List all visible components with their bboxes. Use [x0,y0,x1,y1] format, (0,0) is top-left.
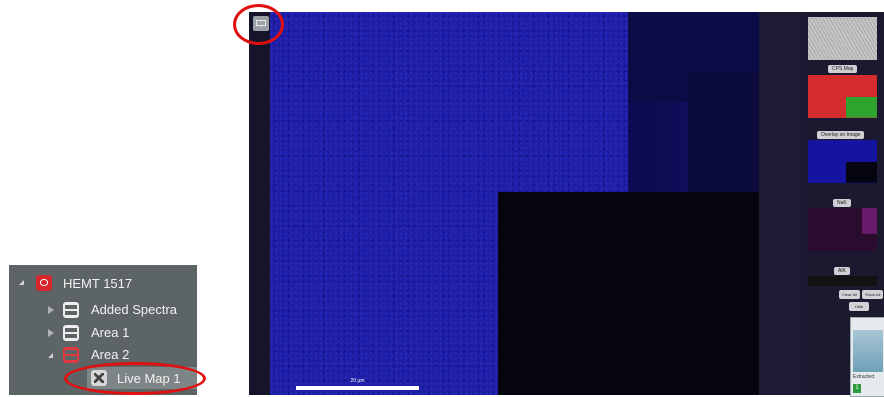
thumbnail-label: Overlay on Image [817,131,865,139]
mini-preview-panel[interactable]: Extracted 1 [850,317,884,397]
scale-bar-label: 20 µm [350,378,365,384]
annotation-highlight-oval [233,4,284,45]
info-badge[interactable]: 1 [853,384,861,393]
spectra-icon [63,302,79,318]
thumbnail-alk[interactable] [808,208,877,251]
element-map-image[interactable]: 20 µm [270,12,759,395]
thumbnail-label: NaK [833,199,851,207]
expand-arrow-icon[interactable] [48,353,53,358]
thumbnail-cps-map[interactable] [808,75,877,118]
collapse-arrow-icon[interactable] [48,306,54,314]
thumbnail-label: CPS Map [828,65,858,73]
map-region [688,72,759,192]
tree-item-area-1[interactable]: Area 1 [91,325,130,340]
mini-preview-image [853,330,883,372]
expand-arrow-icon[interactable] [19,280,24,285]
show-all-button[interactable]: Show All [862,290,884,299]
thumbnail-nak[interactable] [808,140,877,183]
hide-button[interactable]: Hide [849,302,870,311]
scale-bar [296,386,419,390]
collapse-arrow-icon[interactable] [48,329,54,337]
tree-item-area-2[interactable]: Area 2 [91,347,130,362]
thumbnail-label: AlK [834,267,850,275]
viewer-side-strip [759,12,806,395]
map-region [498,192,759,395]
clear-all-button[interactable]: Clear All [839,290,860,299]
map-thumbnail-panel: CPS Map Overlay on Image NaK AlK Clear A… [806,12,884,395]
tree-item-added-spectra[interactable]: Added Spectra [91,302,178,317]
mini-preview-text: Extracted [853,374,875,380]
project-icon [36,275,52,291]
tree-item-project[interactable]: HEMT 1517 [63,276,133,291]
map-viewer: 20 µm CPS Map Overlay on Image NaK AlK C… [249,12,884,397]
area-icon [63,347,79,363]
annotation-highlight-oval [64,362,206,395]
thumbnail-electron-image[interactable] [808,17,877,60]
thumbnail-partial[interactable] [808,276,877,286]
area-icon [63,325,79,341]
